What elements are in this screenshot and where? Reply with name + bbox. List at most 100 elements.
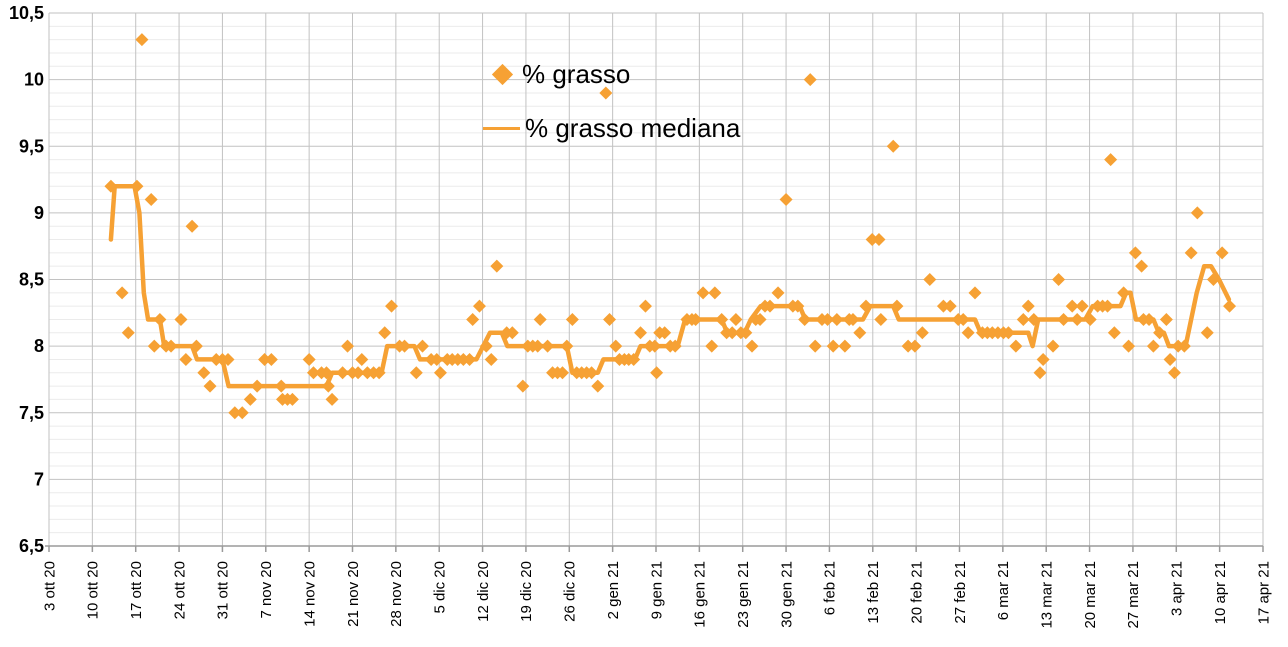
data-point (908, 339, 922, 353)
x-tick-label: 16 gen 21 (692, 561, 709, 628)
data-point (729, 312, 743, 326)
data-point (708, 286, 722, 300)
data-point (1021, 299, 1035, 313)
data-point (1135, 259, 1149, 273)
data-point (135, 33, 149, 47)
data-point (634, 326, 648, 340)
x-tick-label: 6 mar 21 (995, 561, 1012, 620)
data-point (650, 366, 664, 380)
data-point (433, 366, 447, 380)
data-point (325, 392, 339, 406)
data-point (890, 299, 904, 313)
data-point (1075, 299, 1089, 313)
x-tick-label: 17 apr 21 (1255, 561, 1272, 624)
data-point (306, 366, 320, 380)
data-point (830, 312, 844, 326)
data-point (472, 299, 486, 313)
data-point (250, 379, 264, 393)
data-point (874, 312, 888, 326)
data-point (130, 179, 144, 193)
data-point (121, 326, 135, 340)
data-point (638, 299, 652, 313)
data-point (886, 139, 900, 153)
data-point (409, 366, 423, 380)
data-point (228, 406, 242, 420)
data-point (1009, 339, 1023, 353)
data-point (1163, 352, 1177, 366)
data-point (1070, 312, 1084, 326)
x-tick-label: 12 dic 20 (475, 561, 492, 622)
x-tick-label: 9 gen 21 (648, 561, 665, 619)
y-tick-label: 6,5 (19, 536, 44, 556)
data-point (696, 286, 710, 300)
x-tick-label: 5 dic 20 (431, 561, 448, 614)
y-tick-label: 10,5 (9, 3, 44, 23)
data-point (745, 339, 759, 353)
x-tick-label: 23 gen 21 (735, 561, 752, 628)
y-tick-label: 9 (34, 203, 44, 223)
data-point (319, 366, 333, 380)
line-marker-icon (483, 126, 520, 130)
y-tick-label: 10 (24, 70, 44, 90)
data-point (372, 366, 386, 380)
data-point (378, 326, 392, 340)
data-point (901, 339, 915, 353)
data-point (658, 326, 672, 340)
data-point (1065, 299, 1079, 313)
data-point (1167, 366, 1181, 380)
data-point (1027, 312, 1041, 326)
data-point (1159, 312, 1173, 326)
x-tick-label: 13 mar 21 (1038, 561, 1055, 629)
data-point (560, 339, 574, 353)
data-point (771, 286, 785, 300)
data-point (1200, 326, 1214, 340)
x-tick-label: 26 dic 20 (562, 561, 579, 622)
x-tick-label: 3 apr 21 (1169, 561, 1186, 616)
data-point (258, 352, 272, 366)
data-point (821, 312, 835, 326)
legend-label-grasso: % grasso (522, 58, 631, 89)
data-point (705, 339, 719, 353)
data-point (153, 312, 167, 326)
x-tick-label: 28 nov 20 (388, 561, 405, 627)
data-point (609, 339, 623, 353)
data-point (115, 286, 129, 300)
data-point (1033, 366, 1047, 380)
data-point (197, 366, 211, 380)
data-point (341, 339, 355, 353)
x-tick-label: 6 feb 21 (822, 561, 839, 615)
data-point (531, 339, 545, 353)
data-point (189, 339, 203, 353)
data-point (243, 392, 257, 406)
data-point (221, 352, 235, 366)
data-point (1146, 339, 1160, 353)
data-point (336, 366, 350, 380)
data-point (174, 312, 188, 326)
y-tick-label: 8,5 (19, 270, 44, 290)
data-point (185, 219, 199, 233)
x-tick-label: 24 ott 20 (171, 561, 188, 619)
y-tick-label: 7,5 (19, 403, 44, 423)
data-point (466, 312, 480, 326)
x-tick-label: 27 feb 21 (952, 561, 969, 624)
data-point (321, 379, 335, 393)
data-point (585, 366, 599, 380)
scatter-points (104, 33, 1237, 420)
data-point (516, 379, 530, 393)
data-point (430, 352, 444, 366)
data-point (943, 299, 957, 313)
data-point (302, 352, 316, 366)
data-point (1122, 339, 1136, 353)
data-point (1128, 246, 1142, 260)
median-line (108, 183, 1232, 389)
data-point (603, 312, 617, 326)
data-point (872, 233, 886, 247)
y-tick-label: 7 (34, 469, 44, 489)
x-tick-label: 30 gen 21 (778, 561, 795, 628)
data-point (865, 233, 879, 247)
x-tick-label: 31 ott 20 (215, 561, 232, 619)
data-point (1101, 299, 1115, 313)
data-point (484, 352, 498, 366)
y-tick-label: 9,5 (19, 136, 44, 156)
